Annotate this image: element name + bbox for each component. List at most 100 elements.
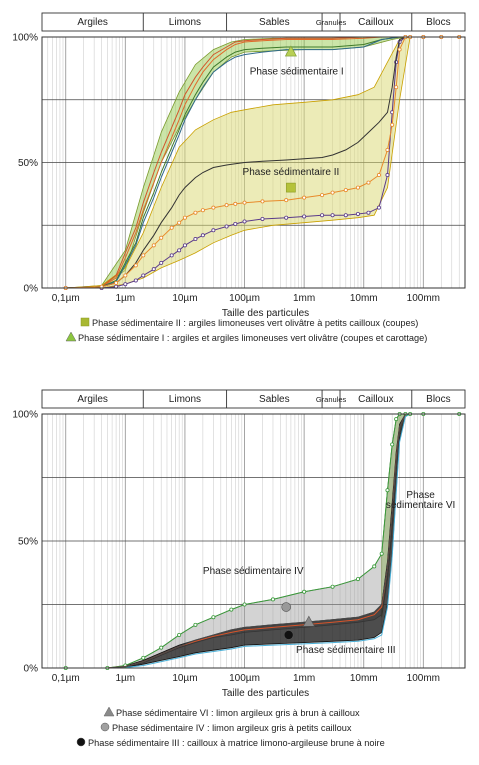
curve-2-point: [242, 602, 247, 607]
class-label: Granules: [316, 395, 347, 404]
size-class-band: Argiles Limons Sables Granules Cailloux Blocs: [41, 12, 466, 32]
curve-7-point: [233, 201, 238, 206]
curve-2-point: [372, 564, 377, 569]
class-band-frame: [41, 12, 466, 32]
chart-1: Phase sédimentaire I Phase sédimentaire I…: [12, 12, 466, 343]
x-tick-label: 10µm: [172, 673, 197, 684]
curve-7-point: [242, 200, 247, 205]
envelope-series-1: [65, 36, 460, 289]
curve-5-point: [330, 213, 335, 218]
curve-7-point: [284, 198, 289, 203]
curve-7-point: [123, 273, 128, 278]
curve-7-point: [182, 215, 187, 220]
curve-5-point: [177, 248, 182, 253]
curve-7-point: [355, 185, 360, 190]
curve-2-point: [385, 488, 390, 493]
phase-square-marker: [286, 182, 296, 193]
curve-7-point: [133, 263, 138, 268]
legend-entry: Phase sédimentaire I : argiles et argile…: [78, 333, 427, 343]
class-label: Cailloux: [358, 394, 394, 405]
curve-5-point: [123, 282, 128, 287]
curve-5-point: [284, 215, 289, 220]
x-tick-label: 0,1µm: [52, 673, 80, 684]
curve-5-point: [169, 253, 174, 258]
annotation: Phase sédimentaire III: [296, 645, 396, 656]
curve-2-point: [211, 615, 216, 620]
curve-7-point: [302, 195, 307, 200]
y-tick-label: 50%: [18, 158, 38, 169]
curve-5-point: [133, 278, 138, 283]
curve-4: [65, 36, 460, 289]
x-tick-label: 1mm: [293, 293, 315, 304]
curve-7-point: [159, 235, 164, 240]
curve-5-point: [182, 243, 187, 248]
y-tick-label: 100%: [12, 33, 38, 44]
curve-5-point: [211, 228, 216, 233]
class-label: Sables: [259, 17, 290, 28]
x-tick-label: 10mm: [350, 673, 378, 684]
legend: Phase sédimentaire II : argiles limoneus…: [65, 317, 427, 343]
annotation: Phase: [406, 490, 435, 501]
curve-7-point: [141, 253, 146, 258]
chart-2: Phase sédimentaire IV Phase sédimentaire …: [12, 389, 466, 748]
y-tick-label: 50%: [18, 537, 38, 548]
curve-5-point: [200, 233, 205, 238]
curve-5-point: [320, 213, 325, 218]
curve-5-point: [376, 205, 381, 210]
curve-4: [65, 413, 460, 669]
x-tick-label: 1mm: [293, 673, 315, 684]
y-tick-label: 100%: [12, 410, 38, 421]
curve-5-point: [355, 211, 360, 216]
x-tick-label: 10µm: [172, 293, 197, 304]
curve-5-point: [343, 213, 348, 218]
class-label: Blocs: [426, 394, 450, 405]
class-label: Sables: [259, 394, 290, 405]
curve-5-point: [366, 210, 371, 215]
x-tick-label: 100µm: [229, 673, 260, 684]
legend-circle-icon: [76, 737, 86, 747]
legend-triangle-icon: [65, 331, 77, 342]
envelope-series-2: [65, 36, 460, 289]
curve-7-point: [114, 280, 119, 285]
x-axis-label: Taille des particules: [222, 308, 309, 319]
class-label: Argiles: [77, 17, 108, 28]
x-tick-label: 100µm: [229, 293, 260, 304]
curve-1: [65, 413, 460, 669]
class-label: Granules: [316, 18, 347, 27]
curve-2-point: [379, 551, 384, 556]
curve-7-point: [200, 208, 205, 213]
size-class-band: Argiles Limons Sables Granules Cailloux Blocs: [41, 389, 466, 409]
y-tick-label: 0%: [24, 284, 39, 295]
legend-entry: Phase sédimentaire II : argiles limoneus…: [92, 318, 418, 328]
curve-6: [65, 36, 460, 289]
phase-circle-marker: [283, 630, 294, 640]
curve-7-point: [177, 220, 182, 225]
phase-triangle-marker: [284, 45, 297, 57]
curve-7-point: [151, 243, 156, 248]
x-tick-label: 100mm: [407, 293, 440, 304]
annotation: sédimentaire VI: [386, 500, 455, 511]
x-tick-label: 1µm: [115, 673, 135, 684]
legend-entry: Phase sédimentaire IV : limon argileux g…: [112, 723, 352, 733]
curve-2-point: [177, 632, 182, 637]
curve-7-point: [260, 199, 265, 204]
legend-circle-icon: [100, 722, 110, 732]
curve-2-point: [141, 655, 146, 660]
curve-5-point: [242, 219, 247, 224]
x-tick-label: 1µm: [115, 293, 135, 304]
curve-7-point: [211, 205, 216, 210]
curve-5-point: [385, 173, 390, 178]
curve-2-point: [270, 597, 275, 602]
curve-5-point: [151, 267, 156, 272]
curve-7-point: [385, 147, 390, 152]
curve-7-point: [343, 188, 348, 193]
curve-7-point: [366, 180, 371, 185]
annotation: Phase sédimentaire II: [243, 167, 340, 178]
curve-7-point: [397, 47, 402, 52]
curve-7-point: [320, 193, 325, 198]
curve-7-point: [376, 173, 381, 178]
class-label: Argiles: [77, 394, 108, 405]
legend-entry: Phase sédimentaire III : cailloux à matr…: [88, 738, 385, 748]
x-tick-label: 10mm: [350, 293, 378, 304]
x-tick-label: 100mm: [407, 673, 440, 684]
